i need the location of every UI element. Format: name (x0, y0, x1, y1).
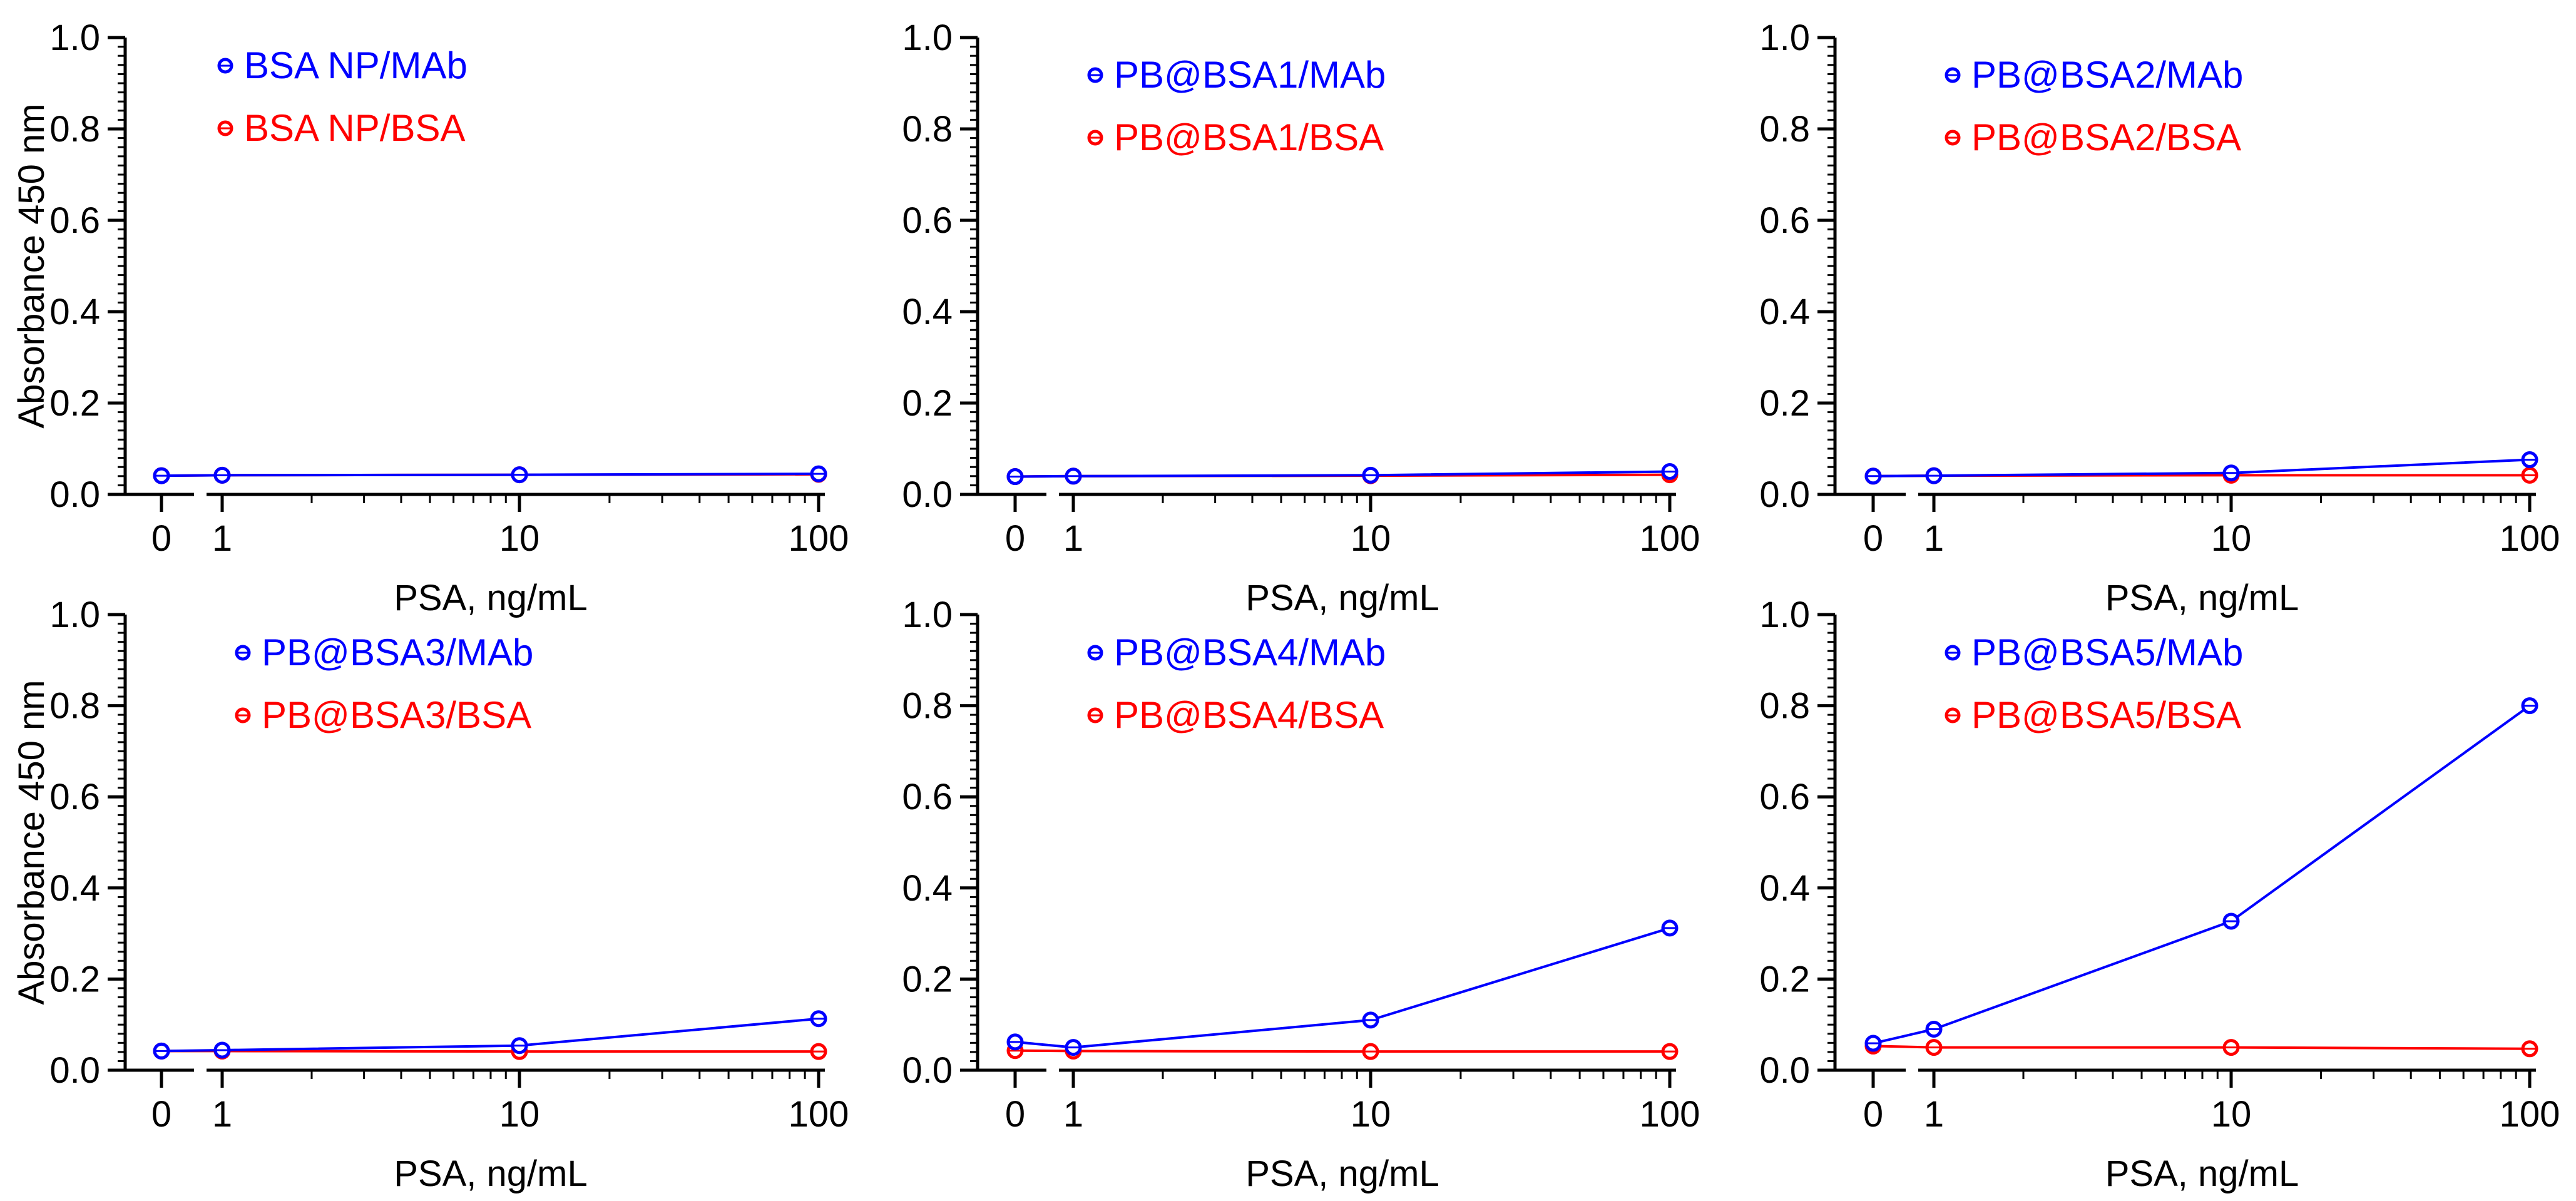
y-tick-label: 0.8 (902, 686, 953, 727)
legend-label: PB@BSA5/MAb (1971, 631, 2243, 673)
y-tick-label: 0.8 (1759, 686, 1810, 727)
y-tick-label: 0.4 (1759, 292, 1810, 332)
y-tick-label: 0.8 (49, 109, 100, 150)
y-tick-label: 0.6 (1759, 200, 1810, 241)
x-tick-label: 1 (212, 1094, 232, 1135)
x-tick-label: 0 (1005, 518, 1025, 559)
x-tick-label: 100 (789, 518, 849, 559)
y-tick-label: 0.8 (1759, 109, 1810, 150)
y-tick-label: 0.6 (902, 777, 953, 817)
y-tick-label: 0.2 (1759, 383, 1810, 424)
x-tick-label: 100 (1640, 518, 1700, 559)
chart-panel-2: 0.0 0.2 0.4 0.6 0.8 1.0 0 1 10 100 PSA, ng/mL PB@BS… (902, 18, 1700, 618)
y-tick-label: 0.8 (902, 109, 953, 150)
series-line-mab (1015, 470, 1670, 478)
legend-label: PB@BSA4/BSA (1114, 694, 1384, 736)
chart-panel-6: 0.0 0.2 0.4 0.6 0.8 1.0 0 1 10 100 PSA, ng/mL PB@BS… (1759, 595, 2560, 1194)
y-tick-label: 0.0 (49, 474, 100, 515)
x-tick-label: 0 (1005, 1094, 1025, 1135)
y-tick-label: 0.0 (902, 474, 953, 515)
x-tick-label: 0 (1863, 1094, 1883, 1135)
y-tick-label: 0.2 (1759, 959, 1810, 999)
y-axis-title: Absorbance 450 nm (11, 103, 52, 428)
legend-label: PB@BSA4/MAb (1114, 631, 1386, 673)
x-tick-label: 10 (1351, 518, 1391, 559)
legend-label: PB@BSA2/MAb (1971, 54, 2243, 96)
x-tick-label: 1 (212, 518, 232, 559)
y-tick-label: 0.0 (1759, 1050, 1810, 1091)
y-tick-label: 0.2 (902, 383, 953, 424)
y-tick-label: 1.0 (1759, 595, 1810, 635)
chart-panel-3: 0.0 0.2 0.4 0.6 0.8 1.0 0 1 10 100 PSA, ng/mL PB@BS… (1759, 18, 2560, 618)
y-tick-label: 0.4 (902, 868, 953, 909)
y-tick-label: 1.0 (49, 18, 100, 58)
y-tick-label: 0.4 (49, 292, 100, 332)
legend-label: PB@BSA2/BSA (1971, 116, 2241, 158)
chart-panel-5: 0.0 0.2 0.4 0.6 0.8 1.0 0 1 10 100 PSA, ng/mL PB@BS… (902, 595, 1700, 1194)
x-tick-label: 1 (1063, 518, 1083, 559)
y-tick-label: 1.0 (902, 595, 953, 635)
x-tick-label: 10 (1351, 1094, 1391, 1135)
series-line-mab (1873, 458, 2530, 478)
x-tick-label: 0 (151, 1094, 171, 1135)
x-tick-label: 10 (2211, 1094, 2252, 1135)
y-tick-label: 0.4 (902, 292, 953, 332)
legend-label: BSA NP/BSA (244, 107, 466, 149)
x-tick-label: 1 (1063, 1094, 1083, 1135)
y-tick-label: 0.2 (49, 383, 100, 424)
x-axis-title: PSA, ng/mL (2105, 1153, 2299, 1194)
y-tick-label: 0.2 (49, 959, 100, 999)
legend-label: PB@BSA1/BSA (1114, 116, 1384, 158)
series-line-bsa (1873, 1045, 2530, 1050)
series-line-mab (1015, 926, 1670, 1049)
y-tick-label: 0.0 (902, 1050, 953, 1091)
y-tick-label: 0.6 (1759, 777, 1810, 817)
y-tick-label: 0.2 (902, 959, 953, 999)
y-tick-label: 0.4 (1759, 868, 1810, 909)
x-tick-label: 1 (1924, 518, 1944, 559)
x-tick-label: 1 (1924, 1094, 1944, 1135)
x-tick-label: 0 (151, 518, 171, 559)
legend-label: BSA NP/MAb (244, 44, 468, 86)
y-tick-label: 0.6 (49, 200, 100, 241)
y-tick-label: 1.0 (1759, 18, 1810, 58)
y-tick-label: 1.0 (49, 595, 100, 635)
x-tick-label: 100 (2500, 518, 2560, 559)
y-axis-title: Absorbance 450 nm (11, 680, 52, 1004)
x-tick-label: 10 (499, 518, 540, 559)
x-tick-label: 100 (789, 1094, 849, 1135)
legend-label: PB@BSA1/MAb (1114, 54, 1386, 96)
x-axis-title: PSA, ng/mL (394, 1153, 587, 1194)
x-tick-label: 0 (1863, 518, 1883, 559)
y-tick-label: 1.0 (902, 18, 953, 58)
x-tick-label: 100 (1640, 1094, 1700, 1135)
y-tick-label: 0.6 (902, 200, 953, 241)
chart-panel-1: 0.0 0.2 0.4 0.6 0.8 1.0 0 1 10 100 PSA, ng/mL Absor… (11, 18, 849, 618)
x-tick-label: 10 (499, 1094, 540, 1135)
x-axis-title: PSA, ng/mL (2105, 578, 2299, 618)
legend-label: PB@BSA5/BSA (1971, 694, 2241, 736)
y-tick-label: 0.0 (1759, 474, 1810, 515)
y-tick-label: 0.4 (49, 868, 100, 909)
x-axis-title: PSA, ng/mL (1245, 578, 1439, 618)
x-tick-label: 10 (2211, 518, 2252, 559)
y-tick-label: 0.8 (49, 686, 100, 727)
series-line-mab (161, 1017, 819, 1053)
x-axis-title: PSA, ng/mL (394, 578, 587, 618)
y-tick-label: 0.0 (49, 1050, 100, 1091)
x-axis-title: PSA, ng/mL (1245, 1153, 1439, 1194)
legend-label: PB@BSA3/MAb (262, 631, 533, 673)
chart-panel-4: 0.0 0.2 0.4 0.6 0.8 1.0 0 1 10 100 PSA, ng/mL Absor… (11, 595, 849, 1194)
series-line-mab (1873, 704, 2531, 1045)
x-tick-label: 100 (2500, 1094, 2560, 1135)
legend-label: PB@BSA3/BSA (262, 694, 531, 736)
series-line-mab (161, 473, 819, 478)
y-tick-label: 0.6 (49, 777, 100, 817)
